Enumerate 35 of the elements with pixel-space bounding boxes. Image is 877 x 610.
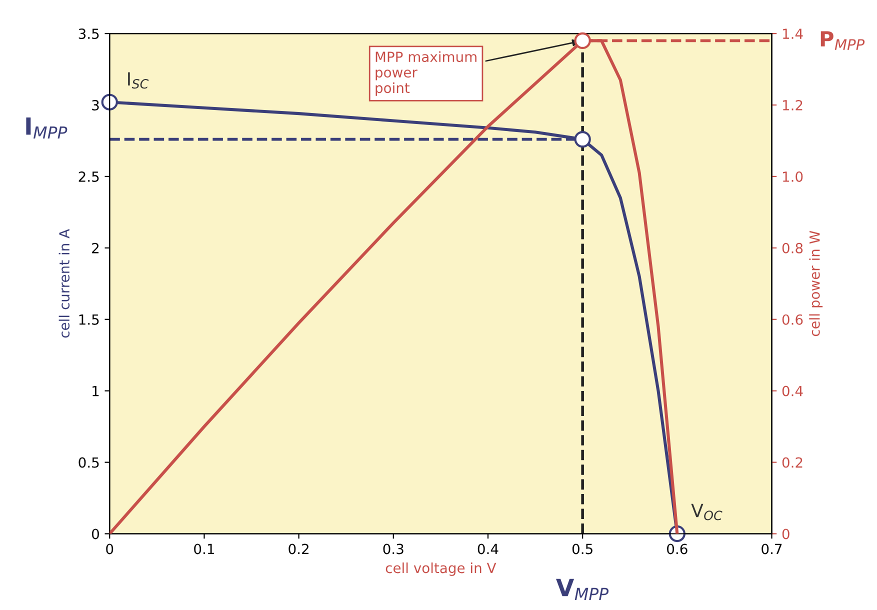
y-tick-label: 2.5	[78, 171, 99, 182]
ref-line-label: I$_{MPP}$	[26, 117, 68, 139]
y2-tick-label: 1.2	[783, 100, 802, 110]
y2-tick-label: 1.0	[783, 171, 803, 182]
ref-line-label: V$_{MPP}$	[556, 578, 609, 600]
y2-tick-label: 0.4	[782, 386, 803, 396]
annotation: MPP maximum power point	[376, 51, 476, 96]
x-tick-label: 0.2	[288, 544, 308, 554]
x-tick-label: 0.5	[572, 544, 592, 554]
y2-tick-label: 0.6	[782, 314, 803, 325]
y-tick-label: 3	[92, 100, 99, 110]
annotation: I$_{SC}$	[128, 72, 149, 89]
x-tick-label: 0.1	[194, 544, 214, 554]
x-tick-label: 0.4	[478, 544, 498, 554]
y-tick-label: 0.5	[78, 457, 99, 468]
ref-line-label: P$_{MPP}$	[820, 31, 865, 50]
y2-tick-label: 0.2	[782, 457, 802, 468]
x-tick-label: 0.6	[667, 544, 688, 554]
x-axis-title: cell voltage in V	[386, 562, 496, 576]
x-tick-label: 0.3	[383, 544, 404, 554]
y2-tick-label: 0	[782, 528, 790, 540]
y-tick-label: 1.5	[79, 314, 99, 325]
x-tick-label: 0	[106, 544, 114, 554]
y2-axis-title: cell power in W	[809, 230, 823, 336]
y-tick-label: 0	[92, 528, 99, 540]
x-tick-label: 0.7	[762, 544, 782, 554]
y2-tick-label: 0.8	[782, 242, 803, 254]
y-axis-title: cell current in A	[58, 229, 70, 338]
y-tick-label: 3.5	[78, 28, 99, 40]
point	[574, 130, 591, 148]
y-tick-label: 1	[92, 386, 99, 396]
y-tick-label: 2	[92, 242, 99, 254]
point	[101, 94, 118, 110]
annotation: V$_{OC}$	[691, 504, 722, 520]
y2-tick-label: 1.4	[783, 28, 803, 39]
